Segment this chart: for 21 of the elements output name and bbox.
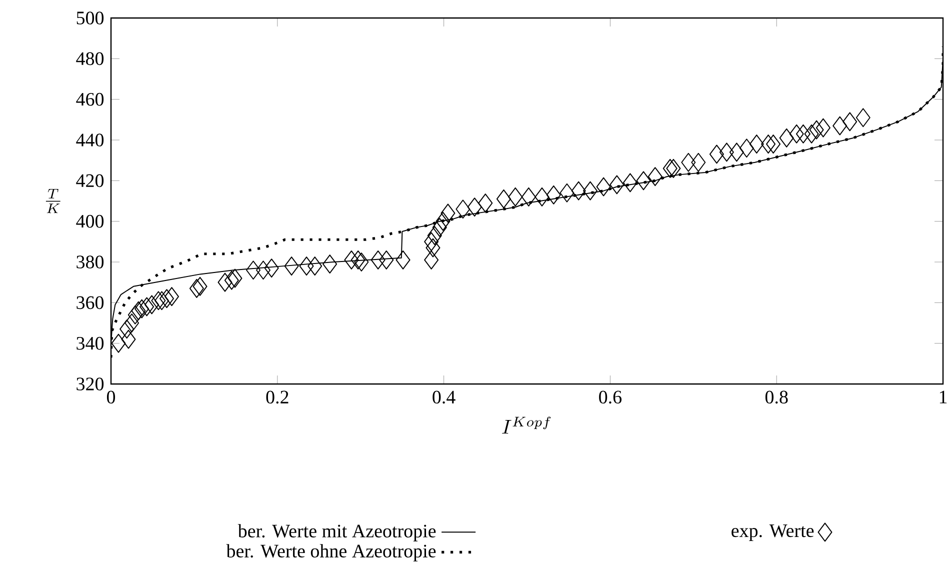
x-tick-label: 0.6 xyxy=(599,390,622,404)
x-tick-label: 0.4 xyxy=(432,390,456,404)
y-tick-label: 480 xyxy=(76,52,104,66)
x-tick-label: 1 xyxy=(940,390,947,404)
y-tick-label: 380 xyxy=(76,256,104,268)
y-tick-label: 440 xyxy=(76,134,104,146)
y-tick-label: 340 xyxy=(76,336,104,350)
legend-label: exp. Werte xyxy=(732,524,814,541)
x-tick-label: 0 xyxy=(106,390,116,404)
legend-label: ber. Werte mit Azeotropie xyxy=(238,524,436,542)
y-tick-label: 400 xyxy=(76,214,104,228)
y-tick-label: 320 xyxy=(76,378,104,390)
y-tick-label: 360 xyxy=(76,296,104,310)
y-tick-label: 460 xyxy=(76,92,104,106)
y-tick-label: 420 xyxy=(76,174,104,188)
x-axis-title: $I^{Kopf}$ xyxy=(502,416,551,434)
x-tick-label: 0.2 xyxy=(266,390,288,404)
y-axis-title: $\frac{T}{K}$ xyxy=(46,189,60,214)
legend-label: ber. Werte ohne Azeotropie xyxy=(226,544,436,562)
x-tick-label: 0.8 xyxy=(765,390,788,404)
y-tick-label: 500 xyxy=(76,12,104,24)
